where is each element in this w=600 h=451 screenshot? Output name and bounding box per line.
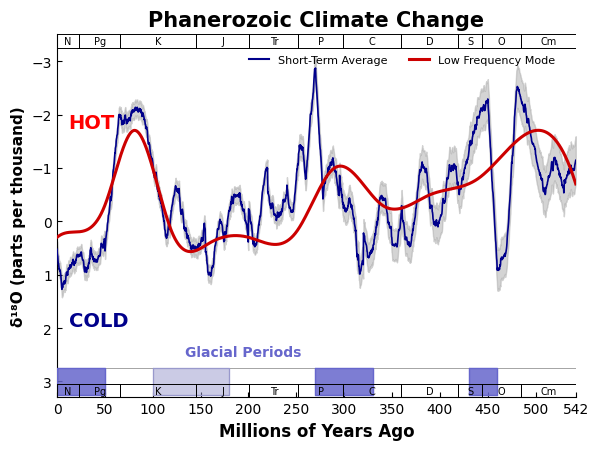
Text: P: P [318,386,324,396]
Text: S: S [467,37,473,47]
Short-Term Average [292,182,299,187]
Short-Term Average [58,287,65,292]
Low Frequency Mode [80,229,87,234]
Text: O: O [498,37,505,47]
Text: K: K [155,37,161,47]
Short-Term Average [557,177,565,182]
Text: D: D [425,37,433,47]
Low Frequency Mode [557,146,565,152]
Short-Term Average [306,127,313,132]
Text: J: J [221,37,224,47]
X-axis label: Millions of Years Ago: Millions of Years Ago [218,422,414,440]
Low Frequency Mode [535,128,542,133]
Short-Term Average [80,262,88,267]
Text: Cm: Cm [541,386,557,396]
Text: S: S [467,386,473,396]
Text: HOT: HOT [68,114,115,133]
Text: Tr: Tr [269,37,278,47]
Low Frequency Mode [306,207,313,212]
Text: C: C [368,386,375,396]
Text: C: C [368,37,375,47]
Line: Low Frequency Mode: Low Frequency Mode [57,131,576,252]
Line: Short-Term Average: Short-Term Average [57,69,576,290]
Text: N: N [64,37,72,47]
Low Frequency Mode [187,249,194,255]
Text: Pg: Pg [94,386,106,396]
Short-Term Average [53,247,61,253]
Text: K: K [155,386,161,396]
Text: P: P [318,37,324,47]
Low Frequency Mode [292,230,299,236]
Short-Term Average [463,162,470,168]
Legend: Short-Term Average, Low Frequency Mode: Short-Term Average, Low Frequency Mode [244,52,560,71]
Text: N: N [64,386,72,396]
Short-Term Average [312,66,319,72]
Text: COLD: COLD [68,311,128,330]
Low Frequency Mode [53,235,61,240]
Text: Glacial Periods: Glacial Periods [185,345,302,359]
Low Frequency Mode [572,182,580,187]
Low Frequency Mode [557,147,565,152]
Short-Term Average [572,158,580,164]
Text: Cm: Cm [541,37,557,47]
Y-axis label: δ¹⁸O (parts per thousand): δ¹⁸O (parts per thousand) [11,106,26,327]
Short-Term Average [557,176,565,182]
Text: D: D [425,386,433,396]
Low Frequency Mode [462,183,469,189]
Text: Tr: Tr [269,386,278,396]
Text: O: O [498,386,505,396]
Text: J: J [221,386,224,396]
Text: Pg: Pg [94,37,106,47]
Title: Phanerozoic Climate Change: Phanerozoic Climate Change [148,11,484,31]
